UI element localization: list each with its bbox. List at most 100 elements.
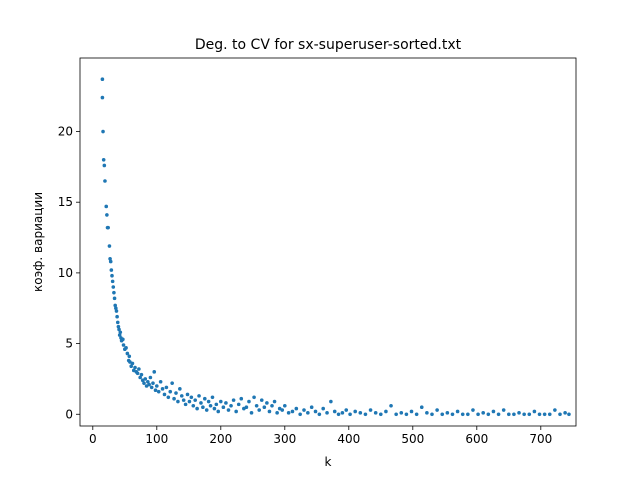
point xyxy=(111,285,116,289)
point xyxy=(101,129,105,134)
point xyxy=(153,388,158,393)
point xyxy=(272,399,277,404)
point xyxy=(399,411,404,415)
point xyxy=(181,398,186,402)
point xyxy=(108,256,112,261)
point xyxy=(221,405,226,409)
point xyxy=(114,306,118,311)
point xyxy=(183,402,188,407)
point xyxy=(102,163,107,168)
point xyxy=(476,412,480,417)
x-tick-label: 100 xyxy=(145,432,168,446)
point xyxy=(507,412,511,417)
x-tick-label: 700 xyxy=(529,432,552,446)
point xyxy=(358,411,363,415)
point xyxy=(389,403,393,408)
point xyxy=(199,401,203,405)
point xyxy=(115,320,120,325)
point xyxy=(435,408,439,412)
point xyxy=(257,408,262,412)
point xyxy=(306,411,310,415)
point xyxy=(419,405,424,409)
point xyxy=(394,412,398,417)
point xyxy=(329,399,333,404)
point xyxy=(368,408,373,412)
point xyxy=(234,409,238,414)
x-tick-label: 500 xyxy=(401,432,424,446)
point xyxy=(254,403,259,408)
point xyxy=(231,398,236,402)
y-axis-label: коэф. вариации xyxy=(31,192,45,292)
y-tick-label: 15 xyxy=(58,195,73,209)
point xyxy=(158,379,163,384)
point xyxy=(219,399,223,404)
point xyxy=(542,412,547,417)
point xyxy=(137,367,141,371)
point xyxy=(309,405,314,409)
point xyxy=(332,409,337,414)
point xyxy=(142,381,146,385)
point xyxy=(517,411,521,415)
point xyxy=(129,364,133,368)
x-tick-label: 300 xyxy=(273,432,296,446)
point xyxy=(239,396,244,401)
point xyxy=(450,412,455,417)
point xyxy=(286,411,291,415)
point xyxy=(104,204,109,209)
point xyxy=(373,411,378,415)
point xyxy=(113,303,117,308)
point xyxy=(317,412,322,417)
point xyxy=(414,412,419,417)
x-tick-label: 0 xyxy=(89,432,97,446)
point xyxy=(214,402,219,407)
point xyxy=(149,385,154,390)
point xyxy=(160,387,165,391)
point xyxy=(340,411,345,415)
point xyxy=(265,401,269,405)
point xyxy=(168,389,173,394)
point xyxy=(512,412,516,417)
point xyxy=(103,179,107,183)
point xyxy=(336,412,341,417)
point xyxy=(117,333,122,337)
point xyxy=(558,412,562,417)
point xyxy=(290,409,295,414)
point xyxy=(481,411,486,415)
point xyxy=(567,412,571,417)
point xyxy=(148,375,153,380)
point xyxy=(547,412,552,417)
point xyxy=(204,408,209,412)
point xyxy=(187,399,192,404)
point xyxy=(501,408,506,412)
point xyxy=(321,406,326,411)
point xyxy=(152,370,157,374)
point xyxy=(143,377,148,381)
point xyxy=(445,411,450,415)
point xyxy=(139,372,144,377)
point xyxy=(325,411,329,415)
point xyxy=(553,408,557,412)
point xyxy=(471,408,475,412)
point xyxy=(466,412,470,417)
point xyxy=(116,324,121,329)
point xyxy=(164,385,169,390)
point xyxy=(348,412,352,417)
point xyxy=(522,412,526,417)
point xyxy=(379,412,383,417)
point xyxy=(197,394,201,398)
point xyxy=(280,408,285,412)
point xyxy=(384,409,388,414)
point xyxy=(224,401,228,405)
point xyxy=(425,411,429,415)
x-tick-label: 600 xyxy=(465,432,488,446)
point xyxy=(127,354,132,359)
point xyxy=(115,314,119,319)
point xyxy=(146,379,150,384)
point xyxy=(179,394,184,398)
point xyxy=(203,396,207,401)
point xyxy=(259,398,264,402)
point xyxy=(110,273,114,278)
point xyxy=(117,327,121,332)
point xyxy=(201,405,205,409)
point xyxy=(106,225,110,230)
